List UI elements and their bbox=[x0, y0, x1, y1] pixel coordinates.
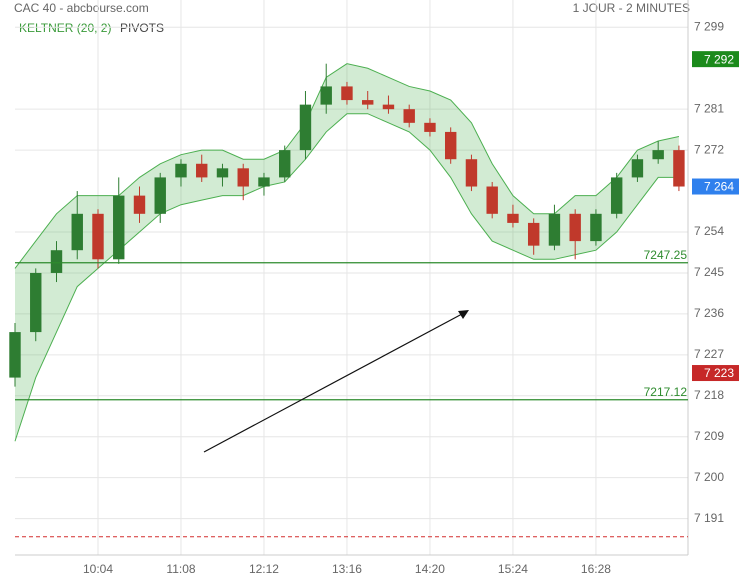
candle-body bbox=[590, 213, 602, 242]
candle-body bbox=[299, 104, 312, 151]
x-tick-label: 13:16 bbox=[332, 562, 362, 576]
y-tick-label: 7 245 bbox=[694, 265, 724, 279]
y-tick-label: 7 236 bbox=[694, 306, 724, 320]
candle-body bbox=[30, 272, 42, 333]
legend-item[interactable]: KELTNER (20, 2) bbox=[19, 21, 111, 35]
candle-body bbox=[424, 122, 436, 132]
x-tick-label: 16:28 bbox=[581, 562, 611, 576]
candle-body bbox=[362, 100, 374, 105]
arrow-head bbox=[458, 310, 469, 319]
keltner-lower bbox=[14, 113, 679, 442]
y-tick-label: 7 227 bbox=[694, 347, 724, 361]
y-tick-label: 7 272 bbox=[694, 142, 724, 156]
candle-body bbox=[237, 168, 249, 187]
price-tag-label: 7 223 bbox=[704, 366, 734, 380]
price-tag bbox=[692, 51, 739, 68]
candle-body bbox=[527, 222, 540, 246]
candle-body bbox=[258, 177, 270, 187]
pivot-label: 7247.25 bbox=[644, 248, 688, 262]
x-tick-label: 15:24 bbox=[498, 562, 528, 576]
candle-body bbox=[569, 213, 581, 242]
chart-title: CAC 40 - abcbourse.com bbox=[14, 1, 149, 15]
y-tick-label: 7 254 bbox=[694, 224, 724, 238]
candle-body bbox=[196, 163, 208, 178]
candle-body bbox=[610, 177, 623, 214]
candle-body bbox=[673, 150, 685, 187]
candle-body bbox=[631, 159, 644, 178]
candle-body bbox=[507, 213, 519, 223]
candle-body bbox=[341, 86, 353, 101]
candle-body bbox=[71, 213, 83, 251]
price-tag bbox=[692, 365, 739, 382]
candle-body bbox=[9, 332, 21, 378]
x-tick-label: 10:04 bbox=[83, 562, 113, 576]
candle-body bbox=[50, 250, 63, 273]
legend-item[interactable]: PIVOTS bbox=[120, 21, 164, 35]
candle-body bbox=[382, 104, 395, 110]
price-tag bbox=[692, 178, 739, 195]
y-tick-label: 7 218 bbox=[694, 388, 724, 402]
candle-body bbox=[652, 150, 664, 160]
candle-body bbox=[486, 186, 498, 214]
chart-subtitle: 1 JOUR - 2 MINUTES bbox=[573, 1, 690, 15]
candle-body bbox=[92, 213, 104, 260]
y-tick-label: 7 209 bbox=[694, 429, 724, 443]
candle-body bbox=[444, 131, 457, 160]
candle-body bbox=[113, 195, 125, 260]
annotation-arrow bbox=[203, 313, 463, 453]
candle-body bbox=[320, 86, 332, 105]
candle-body bbox=[548, 213, 561, 246]
y-tick-label: 7 281 bbox=[694, 101, 724, 115]
keltner-upper bbox=[14, 63, 680, 269]
candle-body bbox=[279, 150, 291, 178]
candle-body bbox=[175, 163, 187, 178]
candle-body bbox=[216, 168, 229, 178]
x-tick-label: 14:20 bbox=[415, 562, 445, 576]
x-tick-label: 11:08 bbox=[166, 562, 195, 576]
candle-body bbox=[403, 109, 415, 123]
candle-body bbox=[154, 177, 166, 214]
y-tick-label: 7 200 bbox=[694, 470, 724, 484]
candle-body bbox=[133, 195, 146, 214]
x-tick-label: 12:12 bbox=[249, 562, 279, 576]
price-tag-label: 7 292 bbox=[704, 52, 734, 66]
pivot-label: 7217.12 bbox=[644, 385, 688, 399]
price-tag-label: 7 264 bbox=[704, 180, 734, 194]
keltner-band bbox=[15, 63, 679, 442]
y-tick-label: 7 299 bbox=[694, 19, 724, 33]
candle-body bbox=[465, 159, 478, 187]
y-tick-label: 7 191 bbox=[694, 511, 724, 525]
